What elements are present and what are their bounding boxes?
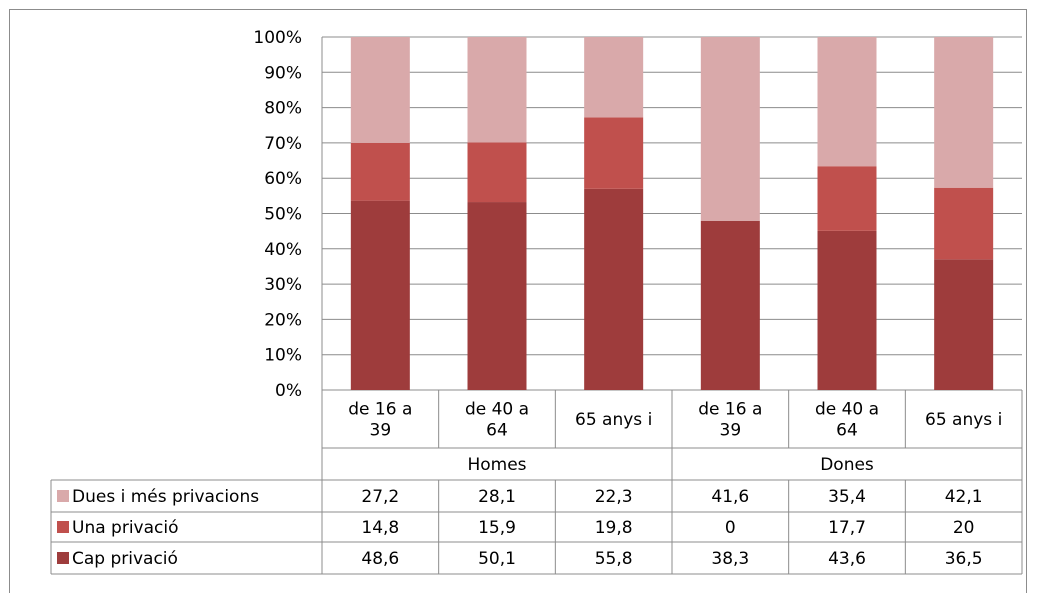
y-tick-label: 30% [264,275,302,295]
table-value: 20 [953,518,975,538]
y-tick-label: 90% [264,63,302,83]
category-label: 65 anys i [575,410,652,430]
table-value: 15,9 [478,518,516,538]
table-value: 42,1 [945,487,983,507]
series-name: Dues i més privacions [72,487,259,507]
y-tick-label: 60% [264,169,302,189]
y-tick-label: 40% [264,240,302,260]
category-label: 64 [836,421,858,441]
bar-segment [467,202,527,390]
table-value: 28,1 [478,487,516,507]
table-value: 27,2 [361,487,399,507]
bar-segment [467,142,527,203]
bar-segment [817,230,877,390]
series-name: Cap privació [72,549,178,569]
table-value: 41,6 [711,487,749,507]
category-label: de 40 a [465,400,529,420]
table-value: 43,6 [828,549,866,569]
group-label: Dones [820,455,874,475]
table-value: 14,8 [361,518,399,538]
y-tick-label: 10% [264,346,302,366]
legend-key [57,490,69,502]
table-value: 35,4 [828,487,866,507]
category-label: 39 [370,421,392,441]
table-value: 19,8 [595,518,633,538]
legend-key [57,552,69,564]
category-label: 64 [486,421,508,441]
table-value: 38,3 [711,549,749,569]
chart-frame: 0% 10% 20% 30% 40% 50% 60% 70% 80% 90% 100% de 16 … [9,9,1027,593]
table-value: 22,3 [595,487,633,507]
bar-segment [350,200,410,390]
category-label: de 40 a [815,400,879,420]
bar-segment [350,37,410,143]
category-label: 65 anys i [925,410,1002,430]
bar-segment [700,220,760,390]
bar-segment [584,188,644,390]
y-tick-label: 70% [264,134,302,154]
y-tick-label: 20% [264,310,302,330]
legend-key [57,521,69,533]
table-value: 50,1 [478,549,516,569]
bar-segment [934,259,994,390]
bar-segment [700,37,760,221]
bar-segment [934,187,994,260]
y-tick-label: 50% [264,205,302,225]
group-label: Homes [467,455,526,475]
stacked-bar-chart: 0% 10% 20% 30% 40% 50% 60% 70% 80% 90% 100% de 16 … [50,28,1023,575]
y-tick-label: 80% [264,99,302,119]
table-value: 55,8 [595,549,633,569]
category-label: de 16 a [698,400,762,420]
bar-segment [350,142,410,201]
category-label: 39 [720,421,742,441]
y-tick-label: 0% [275,381,302,401]
bar-segment [934,37,994,188]
table-value: 17,7 [828,518,866,538]
bar-segment [817,166,877,231]
table-value: 36,5 [945,549,983,569]
category-label: de 16 a [348,400,412,420]
table-value: 48,6 [361,549,399,569]
bar-segment [584,37,644,118]
bar-segment [817,37,877,167]
y-tick-label: 100% [253,28,302,48]
series-name: Una privació [72,518,179,538]
table-value: 0 [725,518,736,538]
bar-segment [584,117,644,189]
bar-segment [467,37,527,143]
